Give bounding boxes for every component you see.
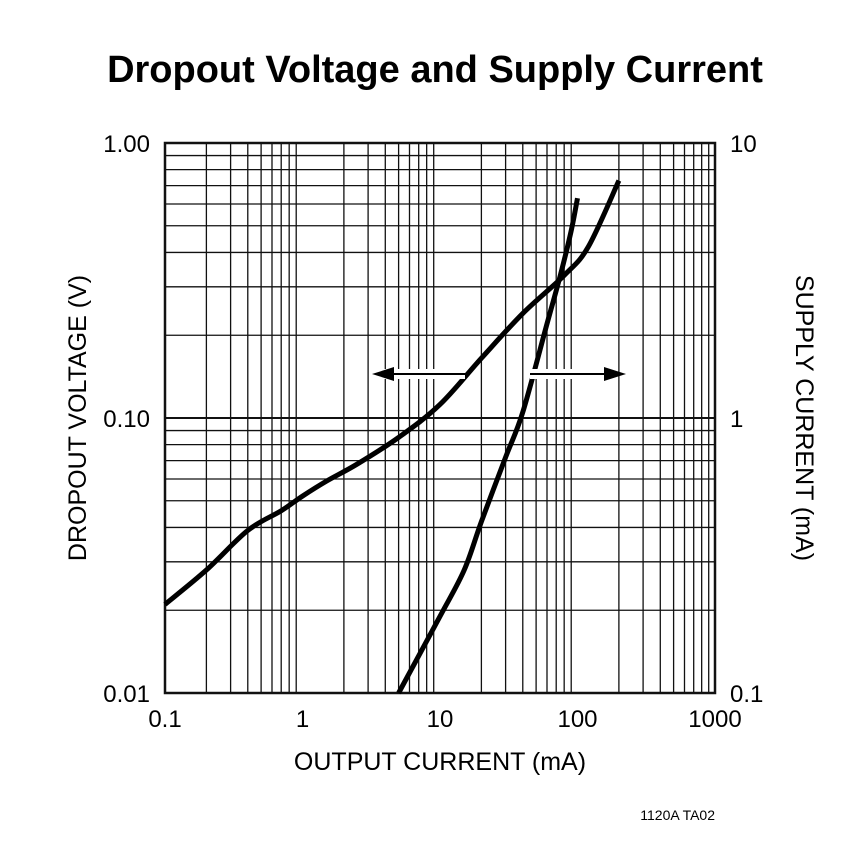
- y-left-tick-label: 1.00: [103, 131, 150, 158]
- x-tick-labels: 0.1 1 10 100 1000: [148, 706, 741, 733]
- series-lines: [163, 179, 622, 695]
- axis-arrows: [372, 367, 626, 381]
- y-left-axis-label: DROPOUT VOLTAGE (V): [64, 275, 92, 561]
- right-axis-arrow-head: [604, 367, 626, 381]
- plot-frame: [163, 141, 717, 695]
- y-left-tick-label: 0.10: [103, 406, 150, 433]
- y-left-tick-label: 0.01: [103, 681, 150, 708]
- x-axis-label: OUTPUT CURRENT (mA): [294, 748, 586, 776]
- y-right-tick-label: 10: [730, 131, 757, 158]
- chart-title: Dropout Voltage and Supply Current: [107, 49, 763, 91]
- y-right-tick-labels: 0.1 1 10: [730, 131, 763, 708]
- grid: [165, 143, 715, 694]
- left-axis-arrow-head: [372, 367, 394, 381]
- x-tick-label: 1000: [688, 706, 741, 733]
- y-left-tick-labels: 0.01 0.10 1.00: [103, 131, 150, 708]
- x-tick-label: 1: [296, 706, 309, 733]
- y-right-tick-label: 1: [730, 406, 743, 433]
- x-tick-label: 100: [557, 706, 597, 733]
- dropout-voltage-line: [163, 179, 622, 607]
- supply-current-line: [396, 197, 580, 695]
- x-tick-label: 10: [427, 706, 454, 733]
- figure-code: 1120A TA02: [640, 807, 715, 823]
- y-right-axis-label: SUPPLY CURRENT (mA): [790, 275, 818, 561]
- x-tick-label: 0.1: [148, 706, 181, 733]
- y-right-tick-label: 0.1: [730, 681, 763, 708]
